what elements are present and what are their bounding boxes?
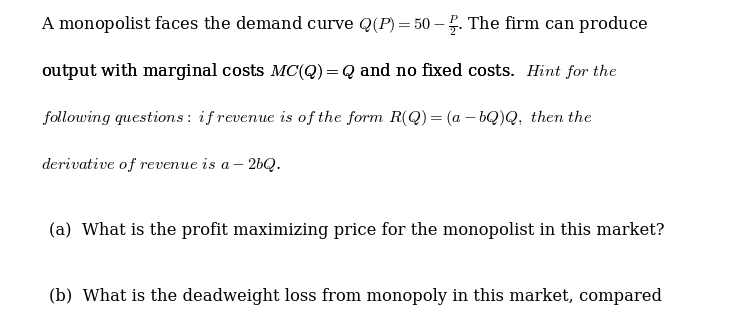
Text: $\mathit{following\ questions{:}\ if\ revenue\ is\ of\ the\ form}$ $R(Q) = (a - : $\mathit{following\ questions{:}\ if\ re… <box>41 108 592 128</box>
Text: $\mathit{derivative\ of\ revenue\ is}$ $a - 2bQ$.: $\mathit{derivative\ of\ revenue\ is}$ $… <box>41 156 281 174</box>
Text: output with marginal costs $MC(Q) = Q$ and no fixed costs.  $\mathit{Hint\ for\ : output with marginal costs $MC(Q) = Q$ a… <box>41 61 618 82</box>
Text: output with marginal costs $MC(Q) = Q$ and no fixed costs.: output with marginal costs $MC(Q) = Q$ a… <box>41 61 522 82</box>
Text: (a)  What is the profit maximizing price for the monopolist in this market?: (a) What is the profit maximizing price … <box>49 222 664 238</box>
Text: A monopolist faces the demand curve $Q(P) = 50 - \frac{P}{2}$. The firm can prod: A monopolist faces the demand curve $Q(P… <box>41 14 649 39</box>
Text: (b)  What is the deadweight loss from monopoly in this market, compared: (b) What is the deadweight loss from mon… <box>49 288 662 305</box>
